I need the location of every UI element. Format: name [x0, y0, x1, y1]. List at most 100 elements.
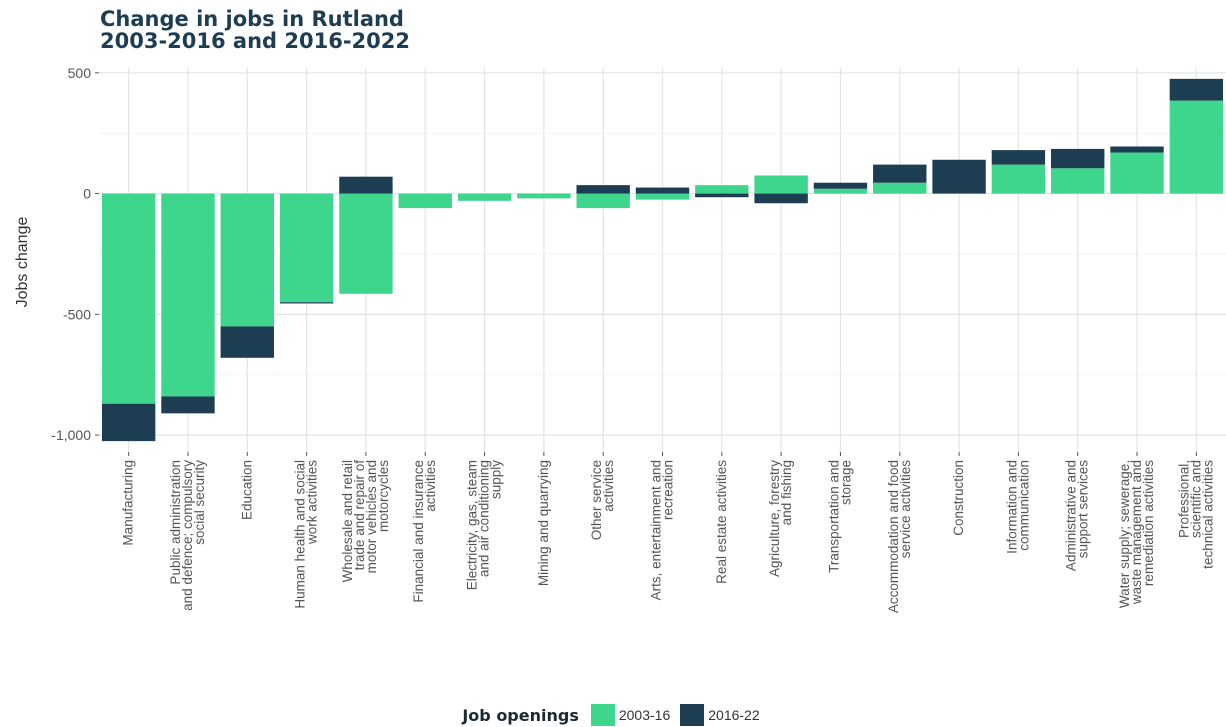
- bar-2016-22-real-estate-activities: [695, 193, 749, 198]
- legend-label-2003-16: 2003-16: [618, 707, 671, 723]
- x-tick-label-line: scientific and: [1188, 460, 1203, 538]
- legend: Job openings 2003-16 2016-22: [0, 704, 1226, 726]
- x-tick-label-line: waste management and: [1129, 460, 1144, 605]
- legend-label-2016-22: 2016-22: [708, 707, 760, 723]
- chart-title-line-1: Change in jobs in Rutland: [100, 7, 404, 31]
- chart-title-line-2: 2003-2016 and 2016-2022: [100, 29, 410, 53]
- legend-item-2003-16: 2003-16: [590, 704, 671, 726]
- bar-2003-16-transportation-and: [813, 188, 868, 194]
- x-tick-label-water-supply-sewerage: Water supply; sewerage,waste management …: [1117, 460, 1156, 608]
- legend-item-2016-22: 2016-22: [680, 704, 760, 726]
- bar-2016-22-manufacturing: [101, 403, 156, 442]
- legend-swatch-2003-16: [590, 704, 615, 726]
- bar-chart: 500 0 -500 -1,000 Manufacturing Public admini…: [14, 65, 1226, 613]
- bar-2003-16-information-and: [991, 164, 1046, 194]
- x-tick-label-line: support services: [1076, 460, 1091, 559]
- x-tick-label-line: work activities: [305, 460, 320, 545]
- x-tick-label-line: Agriculture, forestry: [767, 460, 782, 577]
- x-tick-label-line: storage: [838, 460, 853, 505]
- bar-2003-16-wholesale-and-retail: [339, 193, 393, 294]
- x-tick-label-construction: Construction: [951, 460, 966, 536]
- bar-2003-16-financial-and-insurance: [398, 193, 452, 209]
- x-tick-label-line: social security: [192, 460, 207, 545]
- bar-2003-16-education: [220, 193, 274, 327]
- x-tick-label-line: remediation activities: [1141, 460, 1156, 586]
- bar-2003-16-public-administration: [161, 193, 215, 397]
- x-tick-label-manufacturing: Manufacturing: [121, 460, 136, 546]
- bar-2016-22-other-service: [576, 185, 630, 194]
- y-tick-label: 500: [68, 65, 92, 81]
- x-tick-label-line: Manufacturing: [121, 460, 136, 546]
- x-tick-label-mining-and-quarrying: Mining and quarrying: [536, 460, 551, 586]
- x-tick-label-line: Education: [239, 460, 254, 520]
- x-tick-label-line: motorcycles: [376, 460, 391, 532]
- bar-2003-16-real-estate-activities: [695, 185, 749, 194]
- x-tick-label-line: motor vehicles and: [364, 460, 379, 573]
- bar-2003-16-agriculture-forestry: [754, 175, 808, 194]
- bar-2016-22-public-administration: [161, 396, 215, 414]
- x-tick-label-line: Arts, entertainment and: [649, 460, 664, 600]
- bar-2016-22-accommodation-and-food: [873, 164, 927, 183]
- bar-2003-16-manufacturing: [101, 193, 156, 404]
- x-tick-label-line: and defence; compulsory: [180, 460, 195, 611]
- x-tick-label-line: Transportation and: [826, 460, 841, 573]
- x-tick-label-line: Human health and social: [293, 460, 308, 609]
- bar-2016-22-transportation-and: [813, 182, 868, 189]
- x-tick-label-line: Construction: [951, 460, 966, 536]
- x-tick-label-line: activities: [423, 460, 438, 512]
- bar-2016-22-education: [220, 326, 274, 358]
- chart-title: Change in jobs in Rutland 2003-2016 and …: [100, 8, 410, 52]
- x-tick-label-line: service activities: [898, 460, 913, 559]
- x-tick-label-line: activities: [601, 460, 616, 512]
- bar-2003-16-administrative-and: [1051, 168, 1105, 194]
- bar-2003-16-mining-and-quarrying: [517, 193, 571, 199]
- x-tick-label-line: trade and repair of: [352, 460, 367, 571]
- bar-2003-16-other-service: [576, 193, 630, 209]
- bar-2016-22-wholesale-and-retail: [339, 176, 393, 194]
- x-tick-label-line: Information and: [1004, 460, 1019, 554]
- x-tick-label-line: Administrative and: [1064, 460, 1079, 571]
- x-tick-label-line: Mining and quarrying: [536, 460, 551, 586]
- bar-2016-22-administrative-and: [1051, 148, 1105, 169]
- x-tick-label-line: Other service: [589, 460, 604, 540]
- x-tick-label-line: and air conditioning: [477, 460, 492, 577]
- x-tick-label-line: Accommodation and food: [886, 460, 901, 613]
- bar-2016-22-human-health-and-social: [279, 302, 334, 304]
- x-tick-label-line: Public administration: [168, 460, 183, 585]
- x-tick-label-education: Education: [239, 460, 254, 520]
- bars: [101, 78, 1224, 442]
- bar-2003-16-human-health-and-social: [279, 193, 334, 303]
- y-tick-label: 0: [83, 186, 91, 202]
- x-tick-label-line: Electricity, gas, steam: [465, 460, 480, 590]
- bar-2003-16-arts-entertainment-and: [635, 193, 690, 200]
- bar-2003-16-accommodation-and-food: [873, 182, 927, 194]
- x-tick-label-line: supply: [489, 460, 504, 499]
- bar-2016-22-agriculture-forestry: [754, 193, 808, 204]
- x-tick-label-line: Professional,: [1176, 460, 1191, 538]
- bar-2016-22-information-and: [991, 150, 1046, 165]
- bar-2003-16-electricity-gas-steam: [457, 193, 512, 201]
- x-tick-label-line: Wholesale and retail: [340, 460, 355, 582]
- bar-2016-22-construction: [932, 159, 986, 194]
- bar-2016-22-water-supply-sewerage: [1110, 146, 1164, 153]
- legend-swatch-2016-22: [680, 704, 705, 726]
- x-tick-label-line: Financial and insurance: [411, 460, 426, 603]
- x-tick-label-line: Real estate activities: [714, 460, 729, 584]
- x-tick-label-line: Water supply; sewerage,: [1117, 460, 1132, 608]
- legend-title: Job openings: [462, 705, 579, 725]
- y-tick-label: -500: [63, 306, 91, 322]
- axes: 500 0 -500 -1,000 Manufacturing Public admini…: [51, 65, 1215, 613]
- bar-2016-22-arts-entertainment-and: [635, 187, 690, 194]
